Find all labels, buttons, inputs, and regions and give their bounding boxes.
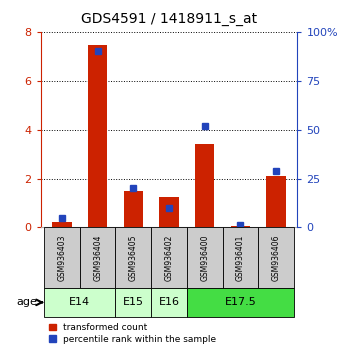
Bar [80, 227, 116, 288]
Text: GSM936400: GSM936400 [200, 235, 209, 281]
Text: E15: E15 [123, 297, 144, 307]
Bar [88, 45, 107, 227]
Text: GSM936403: GSM936403 [57, 235, 67, 281]
Bar [222, 227, 258, 288]
Text: age: age [17, 297, 38, 307]
Legend: transformed count, percentile rank within the sample: transformed count, percentile rank withi… [45, 320, 220, 347]
Bar [195, 144, 215, 227]
Bar [44, 288, 116, 316]
Bar [258, 227, 294, 288]
Bar [123, 191, 143, 227]
Text: E16: E16 [159, 297, 179, 307]
Bar [52, 222, 72, 227]
Text: GSM936404: GSM936404 [93, 235, 102, 281]
Text: GSM936405: GSM936405 [129, 235, 138, 281]
Bar [151, 227, 187, 288]
Bar [116, 227, 151, 288]
Text: GDS4591 / 1418911_s_at: GDS4591 / 1418911_s_at [81, 12, 257, 27]
Bar [116, 288, 151, 316]
Bar [151, 288, 187, 316]
Bar [187, 288, 294, 316]
Text: GSM936401: GSM936401 [236, 235, 245, 281]
Bar [187, 227, 222, 288]
Text: E17.5: E17.5 [224, 297, 256, 307]
Bar [159, 197, 179, 227]
Text: GSM936402: GSM936402 [165, 235, 173, 281]
Bar [231, 226, 250, 227]
Bar [44, 227, 80, 288]
Bar [266, 176, 286, 227]
Text: GSM936406: GSM936406 [271, 235, 281, 281]
Text: E14: E14 [69, 297, 90, 307]
